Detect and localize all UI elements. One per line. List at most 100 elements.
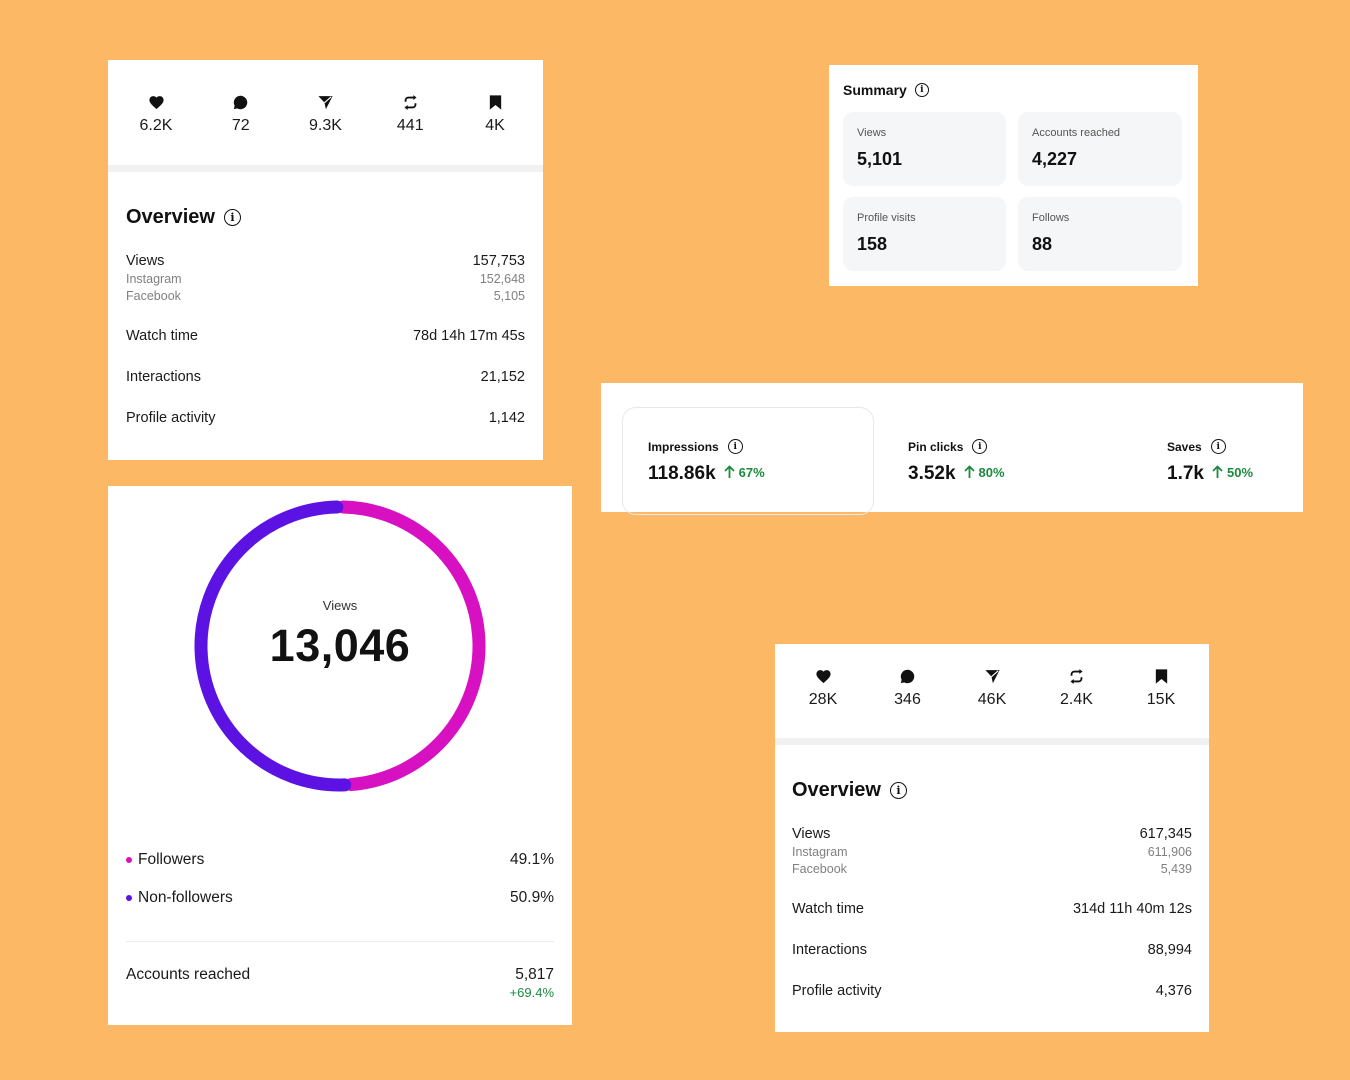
likes-count: 28K <box>808 691 838 708</box>
non-followers-pct: 50.9% <box>510 889 554 906</box>
accounts-reached-row: Accounts reached 5,817 +69.4% <box>126 966 554 1000</box>
saves-stat[interactable]: 4K <box>465 94 525 135</box>
summary-grid: Views 5,101 Accounts reached 4,227 Profi… <box>843 112 1184 271</box>
impressions-value: 118.86k <box>648 463 716 484</box>
followers-arc <box>336 500 486 792</box>
pin-clicks-value: 3.52k <box>908 463 956 484</box>
accounts-reached-label: Accounts reached <box>126 966 251 983</box>
section-divider <box>108 165 543 172</box>
non-followers-label: Non-followers <box>138 889 233 906</box>
summary-tile-label: Accounts reached <box>1032 127 1121 139</box>
facebook-value: 5,105 <box>493 289 525 303</box>
summary-tile-value: 5,101 <box>857 149 903 169</box>
comments-stat[interactable]: 346 <box>878 668 938 709</box>
reposts-count: 2.4K <box>1060 691 1093 708</box>
comments-stat[interactable]: 72 <box>211 94 271 135</box>
instagram-label: Instagram <box>126 272 182 286</box>
summary-tile-profile-visits[interactable]: Profile visits 158 <box>843 197 1006 271</box>
info-icon[interactable]: i <box>223 209 241 226</box>
info-icon[interactable]: i <box>727 439 743 454</box>
post-one-insights-card: 6.2K 72 9.3K 441 4K Overview i Views 157… <box>108 60 543 460</box>
summary-card: Summary i Views 5,101 Accounts reached 4… <box>829 65 1198 286</box>
views-block: Views 617,345 Instagram 611,906 Facebook… <box>792 826 1192 878</box>
impressions-stat[interactable]: Impressions i 118.86k 67% <box>648 439 765 485</box>
views-donut-card: Views 13,046 Followers 49.1% Non-followe… <box>108 486 572 1025</box>
summary-tile-label: Views <box>857 127 887 139</box>
heart-icon <box>815 668 832 685</box>
saves-stat[interactable]: Saves i 1.7k 50% <box>1167 439 1253 485</box>
watch-time-value: 78d 14h 17m 45s <box>412 328 525 344</box>
views-value: 617,345 <box>1139 826 1192 842</box>
engagement-row: 28K 346 46K 2.4K 15K <box>775 644 1209 738</box>
views-donut-chart <box>194 500 486 792</box>
watch-time-value: 314d 11h 40m 12s <box>1072 901 1192 917</box>
instagram-label: Instagram <box>792 845 848 859</box>
pin-clicks-stat[interactable]: Pin clicks i 3.52k 80% <box>908 439 1005 485</box>
repost-icon <box>402 94 419 111</box>
bookmark-icon <box>487 94 504 111</box>
shares-stat[interactable]: 46K <box>962 668 1022 709</box>
comments-count: 346 <box>894 691 921 708</box>
profile-activity-label: Profile activity <box>792 983 882 999</box>
comment-icon <box>232 94 249 111</box>
summary-tile-accounts-reached[interactable]: Accounts reached 4,227 <box>1018 112 1182 186</box>
accounts-reached-change: +69.4% <box>509 985 554 1000</box>
saves-stat[interactable]: 15K <box>1131 668 1191 709</box>
followers-pct: 49.1% <box>510 851 554 868</box>
saves-value: 1.7k <box>1167 463 1204 484</box>
summary-tile-value: 88 <box>1032 234 1053 254</box>
interactions-row: Interactions 88,994 <box>792 942 1192 958</box>
arrow-up-icon <box>724 465 735 478</box>
interactions-value: 21,152 <box>480 369 525 385</box>
overview-title: Overview <box>126 206 215 228</box>
instagram-value: 152,648 <box>479 272 525 286</box>
profile-activity-label: Profile activity <box>126 410 216 426</box>
summary-tile-value: 158 <box>857 234 888 254</box>
likes-stat[interactable]: 28K <box>793 668 853 709</box>
overview-section: Overview i Views 617,345 Instagram 611,9… <box>775 745 1209 999</box>
share-icon <box>317 94 334 111</box>
watch-time-row: Watch time 78d 14h 17m 45s <box>126 328 525 344</box>
repost-icon <box>1068 668 1085 685</box>
reposts-stat[interactable]: 441 <box>380 94 440 135</box>
legend-divider <box>126 941 554 942</box>
accounts-reached-value: 5,817 <box>515 966 554 983</box>
watch-time-label: Watch time <box>792 901 864 917</box>
bookmark-icon <box>1153 668 1170 685</box>
reposts-stat[interactable]: 2.4K <box>1047 668 1107 709</box>
views-value: 157,753 <box>472 253 525 269</box>
info-icon[interactable]: i <box>1210 439 1226 454</box>
views-label: Views <box>126 253 165 269</box>
facebook-label: Facebook <box>792 862 847 876</box>
likes-count: 6.2K <box>139 117 173 134</box>
shares-count: 9.3K <box>309 117 342 134</box>
summary-title: Summary <box>843 82 907 98</box>
summary-tile-label: Follows <box>1032 212 1070 224</box>
overview-section: Overview i Views 157,753 Instagram 152,6… <box>108 172 543 426</box>
saves-change: 50% <box>1226 464 1254 480</box>
heart-icon <box>148 94 165 111</box>
instagram-value: 611,906 <box>1147 845 1192 859</box>
comment-icon <box>899 668 916 685</box>
shares-stat[interactable]: 9.3K <box>296 94 356 135</box>
donut-center-value: 13,046 <box>269 620 411 671</box>
shares-count: 46K <box>977 691 1007 708</box>
pin-clicks-change: 80% <box>978 464 1005 480</box>
impressions-change: 67% <box>738 464 765 480</box>
info-icon[interactable]: i <box>914 83 929 97</box>
views-label: Views <box>792 826 831 842</box>
legend-non-followers: Non-followers 50.9% <box>126 889 554 907</box>
summary-tile-label: Profile visits <box>857 212 916 224</box>
saves-count: 15K <box>1146 691 1176 708</box>
likes-stat[interactable]: 6.2K <box>126 94 186 135</box>
overview-title: Overview <box>792 779 881 801</box>
non-followers-dot <box>126 895 132 901</box>
info-icon[interactable]: i <box>889 782 907 799</box>
summary-tile-follows[interactable]: Follows 88 <box>1018 197 1182 271</box>
post-two-insights-card: 28K 346 46K 2.4K 15K Overview i Views 61… <box>775 644 1209 1032</box>
profile-activity-value: 4,376 <box>1155 983 1192 999</box>
summary-tile-views[interactable]: Views 5,101 <box>843 112 1006 186</box>
selected-stat-box[interactable] <box>622 407 874 515</box>
info-icon[interactable]: i <box>972 439 988 454</box>
comments-count: 72 <box>231 117 250 134</box>
